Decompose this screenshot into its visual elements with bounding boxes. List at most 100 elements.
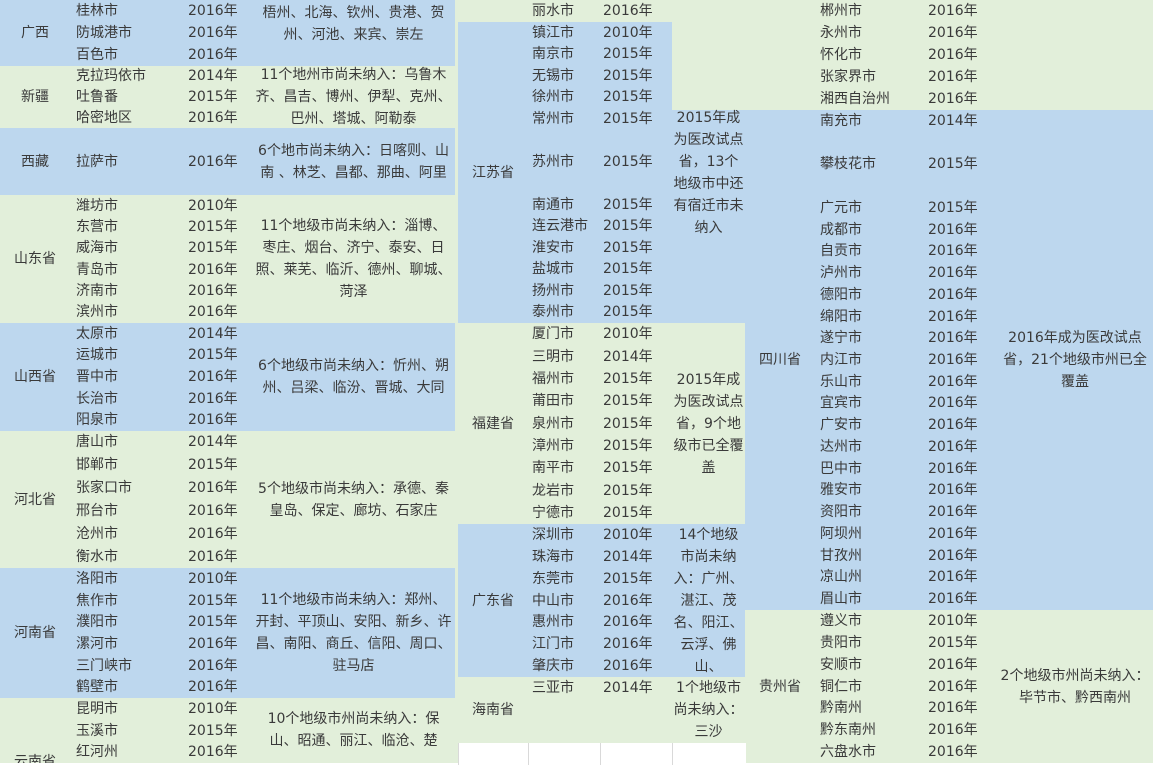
empty-cell [600, 743, 673, 765]
city-year: 2016年 [928, 373, 978, 390]
city-name: 太原市 [76, 325, 118, 342]
city-year: 2016年 [928, 286, 978, 303]
city-name: 东营市 [76, 219, 118, 235]
city-year: 2014年 [188, 325, 238, 342]
province-name: 海南省 [472, 702, 514, 718]
city-year: 2016年 [928, 308, 978, 325]
city-name: 昆明市 [76, 700, 118, 717]
province-name: 山西省 [14, 369, 56, 385]
block-note: 11个地级市尚未纳入：淄博、枣庄、烟台、济宁、泰安、日照、莱芜、临沂、德州、聊城… [255, 218, 452, 300]
city-year: 2010年 [928, 612, 978, 629]
city-year: 2016年 [188, 548, 238, 565]
city-year: 2016年 [188, 679, 238, 696]
province-block: 海南省 三亚市 2014年 1个地级市尚未纳入：三沙 [458, 677, 745, 743]
city-name: 连云港市 [532, 218, 588, 235]
city-name: 焦作市 [76, 592, 118, 609]
city-name: 铜仁市 [820, 678, 862, 695]
city-year: 2016年 [928, 221, 978, 238]
city-name: 哈密地区 [76, 109, 132, 126]
province-block: 山西省 太原市 2014年 运城市 2015年 晋中市 2016年 长治市 2016年 阳泉市 20… [0, 323, 455, 431]
city-name: 红河州 [76, 744, 118, 761]
empty-cell [528, 743, 601, 765]
city-year: 2010年 [603, 326, 653, 343]
city-name: 三明市 [532, 348, 574, 365]
city-year: 2016年 [188, 3, 238, 19]
city-year: 2016年 [928, 525, 978, 542]
city-year: 2016年 [188, 502, 238, 519]
city-name: 鹤壁市 [76, 679, 118, 696]
province-name: 广东省 [472, 592, 514, 609]
section-divider [455, 0, 458, 763]
city-name: 遵义市 [820, 612, 862, 629]
city-name: 淮安市 [532, 239, 574, 256]
city-name: 中山市 [532, 592, 574, 609]
city-name: 三门峡市 [76, 657, 132, 674]
city-name: 广安市 [820, 417, 862, 434]
city-name: 衡水市 [76, 548, 118, 565]
city-year: 2015年 [188, 592, 238, 609]
city-name: 巴中市 [820, 460, 862, 477]
city-name: 张家界市 [820, 69, 876, 85]
city-name: 甘孜州 [820, 547, 862, 564]
city-year: 2016年 [603, 614, 653, 631]
city-name: 达州市 [820, 438, 862, 455]
city-year: 2015年 [188, 722, 238, 739]
city-year: 2015年 [188, 219, 238, 235]
city-name: 成都市 [820, 221, 862, 238]
empty-cell [672, 743, 746, 765]
city-name: 无锡市 [532, 67, 574, 84]
province-block: 四川省 南充市 2014年 攀枝花市 2015年 广元市 2015年 成都市 2016年 自贡市 2… [745, 110, 1153, 610]
city-name: 扬州市 [532, 282, 574, 299]
city-name: 三亚市 [532, 680, 574, 696]
city-year: 2016年 [188, 657, 238, 674]
city-year: 2015年 [603, 89, 653, 106]
city-name: 南通市 [532, 196, 574, 213]
city-year: 2015年 [603, 393, 653, 410]
city-year: 2015年 [603, 570, 653, 587]
city-year: 2016年 [188, 480, 238, 497]
province-block: 丽水市 2016年 [458, 0, 745, 22]
city-name: 威海市 [76, 240, 118, 257]
province-name: 新疆 [21, 89, 49, 105]
table-section-2: 丽水市 2016年 江苏省 镇江市 2010年 南京市 2015年 无锡市 2015年 徐州市 20… [458, 0, 745, 763]
city-year: 2016年 [188, 412, 238, 429]
city-name: 安顺市 [820, 656, 862, 673]
city-year: 2016年 [928, 678, 978, 695]
province-block: 广东省 深圳市 2010年 珠海市 2014年 东莞市 2015年 中山市 2016年 惠州市 20… [458, 524, 745, 677]
city-name: 宜宾市 [820, 395, 862, 412]
city-year: 2015年 [603, 153, 653, 170]
province-block: 江苏省 镇江市 2010年 南京市 2015年 无锡市 2015年 徐州市 2015年 常州市 20… [458, 22, 745, 323]
city-year: 2016年 [188, 304, 238, 321]
city-year: 2010年 [603, 526, 653, 543]
block-note: 2015年成为医改试点省，13个地级市中还有宿迁市未纳入 [673, 109, 744, 236]
city-name: 德阳市 [820, 286, 862, 303]
table-section-3: 郴州市 2016年 永州市 2016年 怀化市 2016年 张家界市 2016年 湘西自治州 20… [745, 0, 1153, 763]
city-name: 雅安市 [820, 482, 862, 499]
city-year: 2016年 [928, 482, 978, 499]
province-name: 西藏 [21, 153, 49, 170]
city-year: 2016年 [928, 47, 978, 63]
city-year: 2015年 [603, 304, 653, 321]
city-name: 盐城市 [532, 261, 574, 278]
city-year: 2016年 [188, 153, 238, 170]
city-year: 2016年 [928, 547, 978, 564]
city-name: 乐山市 [820, 373, 862, 390]
city-year: 2016年 [188, 390, 238, 407]
city-name: 洛阳市 [76, 570, 118, 587]
province-name: 广西 [21, 25, 49, 41]
city-year: 2015年 [603, 460, 653, 477]
city-name: 唐山市 [76, 434, 118, 451]
city-year: 2016年 [188, 283, 238, 299]
city-year: 2016年 [188, 744, 238, 761]
city-year: 2015年 [603, 504, 653, 521]
city-name: 南京市 [532, 46, 574, 63]
city-name: 资阳市 [820, 504, 862, 521]
city-name: 阳泉市 [76, 412, 118, 429]
province-name: 河北省 [14, 491, 56, 508]
city-year: 2016年 [928, 591, 978, 608]
city-name: 百色市 [76, 47, 118, 63]
city-name: 凉山州 [820, 569, 862, 586]
city-name: 永州市 [820, 25, 862, 41]
city-year: 2016年 [928, 504, 978, 521]
block-note: 14个地级市尚未纳入：广州、湛江、茂名、阳江、云浮、佛山、 [673, 527, 744, 675]
